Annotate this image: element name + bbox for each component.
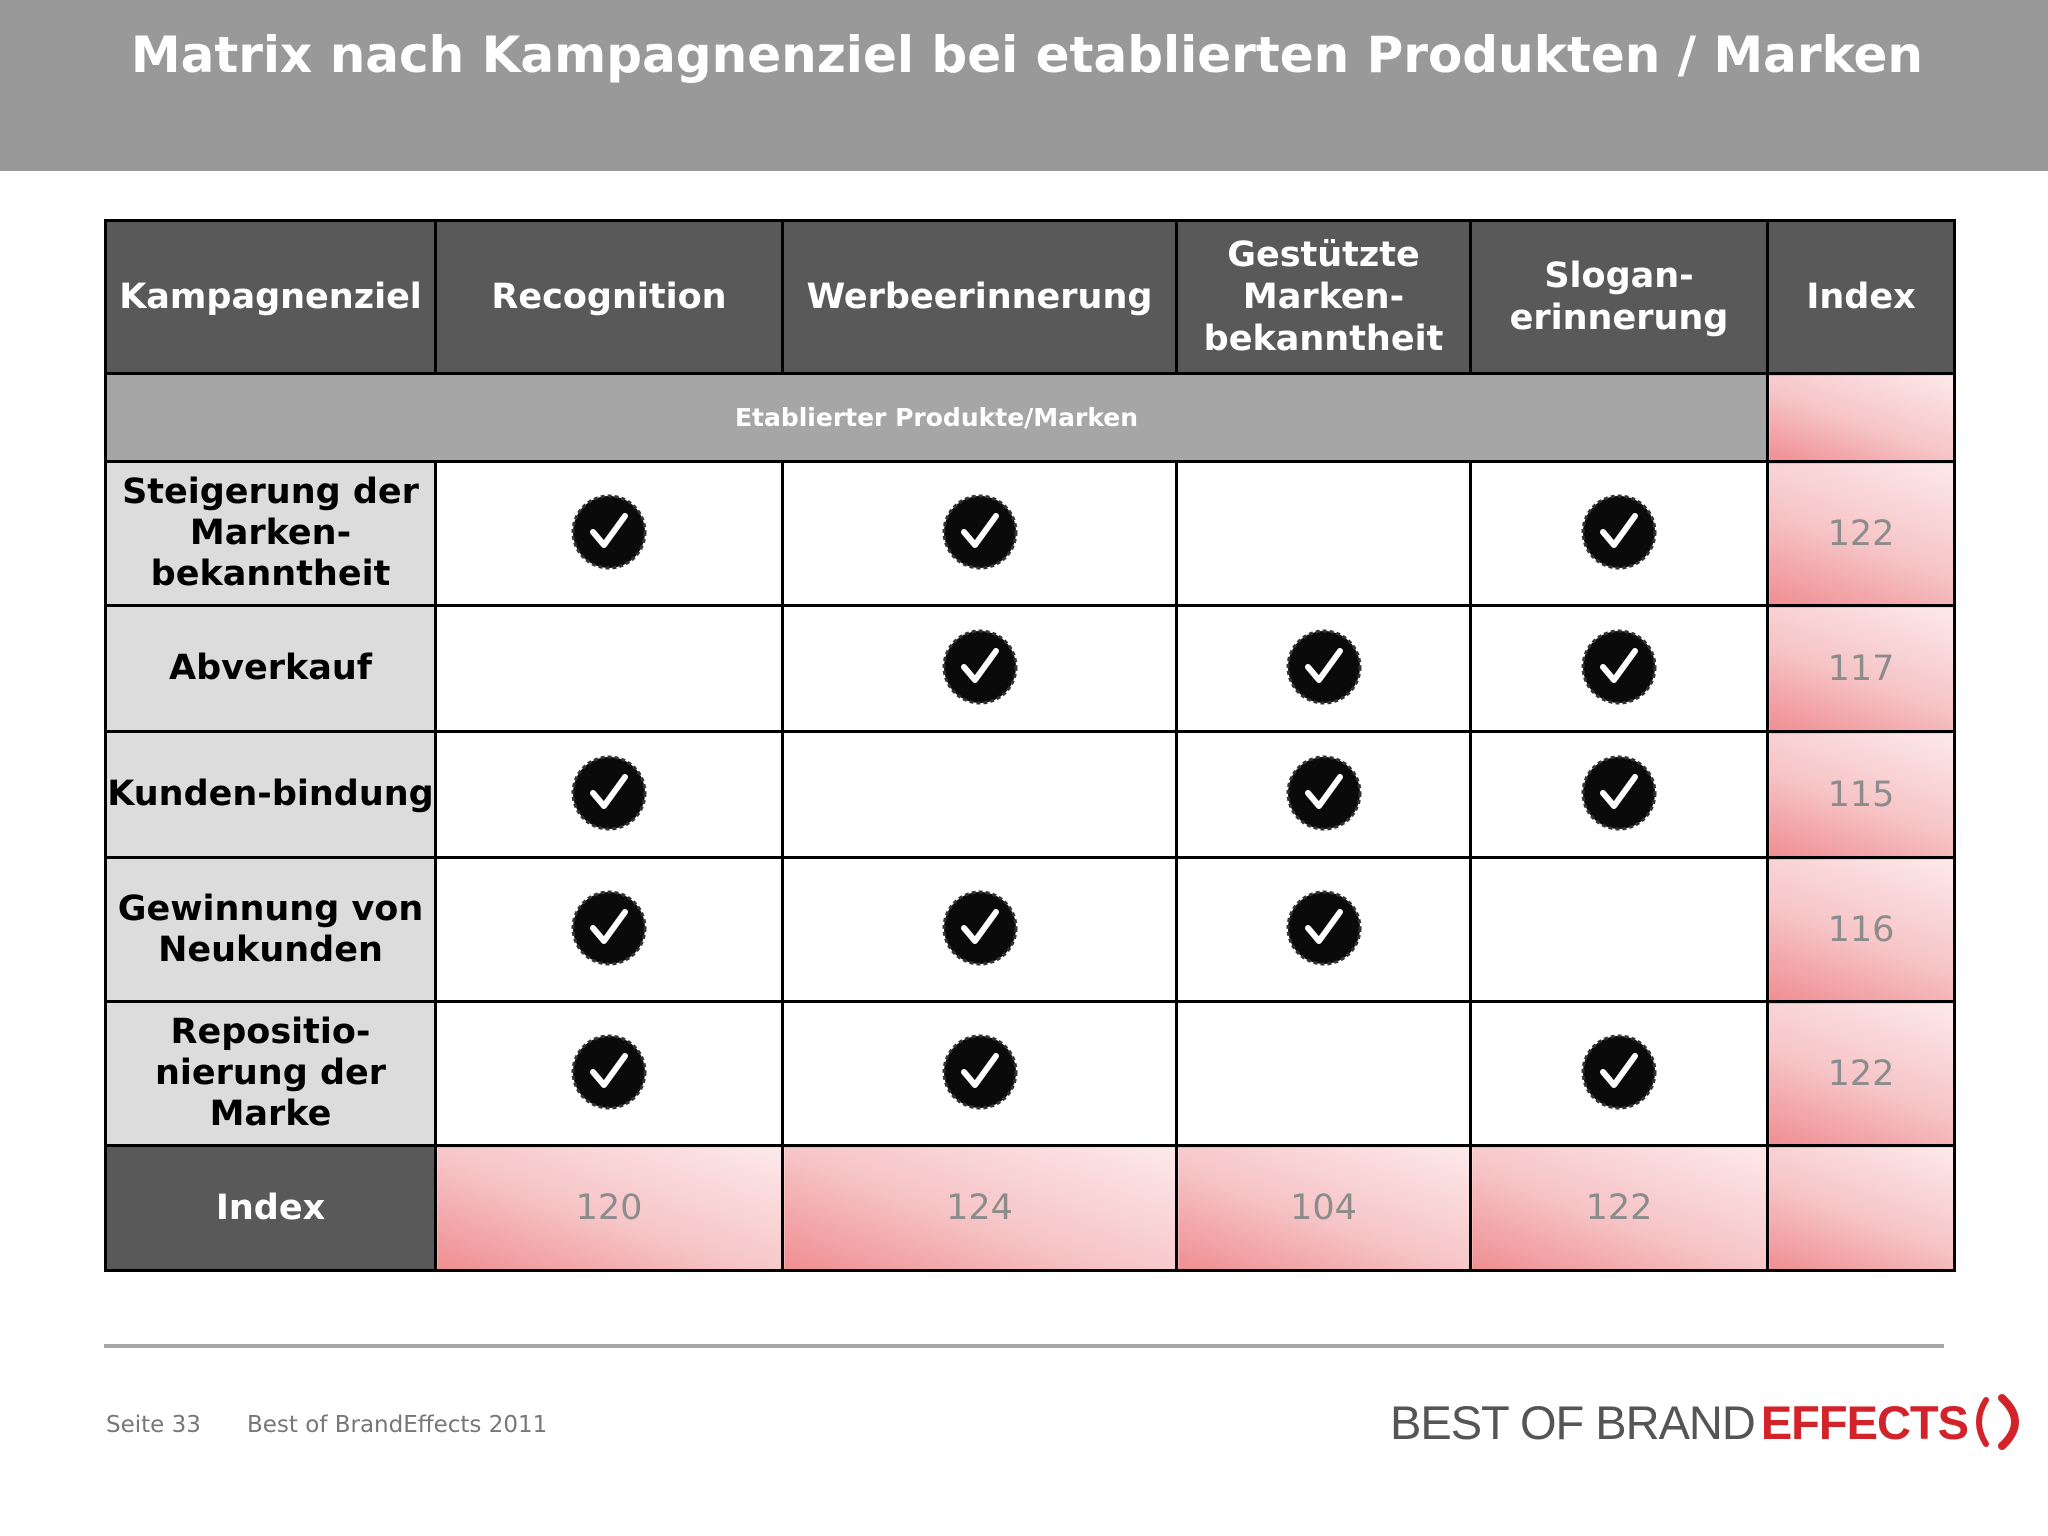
table-row: Steigerung der Marken-bekanntheit 122 [104, 460, 1956, 607]
footer-divider [104, 1344, 1944, 1348]
checkmark-badge-icon [938, 625, 1022, 709]
checkmark-badge-icon [1577, 1030, 1661, 1114]
row-label: Gewinnung von Neukunden [104, 856, 437, 1003]
row-label: Steigerung der Marken-bekanntheit [104, 460, 437, 607]
checkmark-badge-icon [567, 751, 651, 835]
matrix-cell [1175, 730, 1472, 859]
checkmark-badge-icon [1577, 751, 1661, 835]
matrix-cell [781, 460, 1178, 607]
matrix-cell [781, 856, 1178, 1003]
matrix-cell [781, 730, 1178, 859]
matrix-cell [1175, 604, 1472, 733]
row-index-value: 115 [1766, 730, 1956, 859]
matrix-cell [781, 1000, 1178, 1147]
checkmark-badge-icon [1282, 625, 1366, 709]
campaign-matrix-table: Kampagnenziel Recognition Werbeerinnerun… [104, 219, 1956, 1272]
header-kampagnenziel: Kampagnenziel [104, 219, 437, 375]
checkmark-badge-icon [1282, 751, 1366, 835]
bracket-logo-icon [1975, 1394, 2019, 1450]
checkmark-badge-icon [938, 1030, 1022, 1114]
title-bar [0, 0, 2048, 171]
row-index-value: 122 [1766, 1000, 1956, 1147]
matrix-cell [1469, 460, 1769, 607]
matrix-cell [434, 730, 784, 859]
header-sloganerinnerung: Slogan-erinnerung [1469, 219, 1769, 375]
logo-text-part1: BEST OF BRAND [1390, 1395, 1756, 1449]
checkmark-badge-icon [567, 490, 651, 574]
brandeffects-logo: BEST OF BRAND EFFECTS [1390, 1392, 2030, 1452]
header-werbeerinnerung: Werbeerinnerung [781, 219, 1178, 375]
table-row: Gewinnung von Neukunden 116 [104, 856, 1956, 1003]
checkmark-badge-icon [567, 886, 651, 970]
header-index: Index [1766, 219, 1956, 375]
matrix-cell [434, 604, 784, 733]
index-value: 104 [1175, 1144, 1472, 1272]
matrix-cell [1469, 856, 1769, 1003]
row-index-value: 117 [1766, 604, 1956, 733]
row-index-value: 116 [1766, 856, 1956, 1003]
page-title: Matrix nach Kampagnenziel bei etablierte… [130, 26, 1923, 84]
page-number: Seite 33 [106, 1412, 201, 1438]
table-row: Abverkauf 117 [104, 604, 1956, 733]
index-value: 124 [781, 1144, 1178, 1272]
matrix-cell [1175, 856, 1472, 1003]
section-index-cell [1766, 372, 1956, 463]
checkmark-badge-icon [567, 1030, 651, 1114]
matrix-cell [434, 856, 784, 1003]
matrix-cell [1175, 1000, 1472, 1147]
checkmark-badge-icon [1577, 625, 1661, 709]
section-label: Etablierter Produkte/Marken [104, 372, 1769, 463]
table-row: Repositio-nierung der Marke 122 [104, 1000, 1956, 1147]
matrix-cell [434, 460, 784, 607]
checkmark-badge-icon [1577, 490, 1661, 574]
footer-source: Best of BrandEffects 2011 [247, 1412, 548, 1438]
index-row-label: Index [104, 1144, 437, 1272]
row-label: Abverkauf [104, 604, 437, 733]
logo-text-part2: EFFECTS [1760, 1395, 1969, 1449]
index-value: 122 [1469, 1144, 1769, 1272]
checkmark-badge-icon [1282, 886, 1366, 970]
row-index-value: 122 [1766, 460, 1956, 607]
checkmark-badge-icon [938, 490, 1022, 574]
matrix-cell [1469, 730, 1769, 859]
checkmark-badge-icon [938, 886, 1022, 970]
header-gestuetzte-markenbekanntheit: Gestützte Marken-bekanntheit [1175, 219, 1472, 375]
table-row: Kunden-bindung 115 [104, 730, 1956, 859]
matrix-cell [1469, 1000, 1769, 1147]
matrix-cell [781, 604, 1178, 733]
matrix-cell [1175, 460, 1472, 607]
row-label: Repositio-nierung der Marke [104, 1000, 437, 1147]
header-recognition: Recognition [434, 219, 784, 375]
matrix-cell [1469, 604, 1769, 733]
matrix-cell [434, 1000, 784, 1147]
row-label: Kunden-bindung [104, 730, 437, 859]
index-corner-cell [1766, 1144, 1956, 1272]
index-value: 120 [434, 1144, 784, 1272]
